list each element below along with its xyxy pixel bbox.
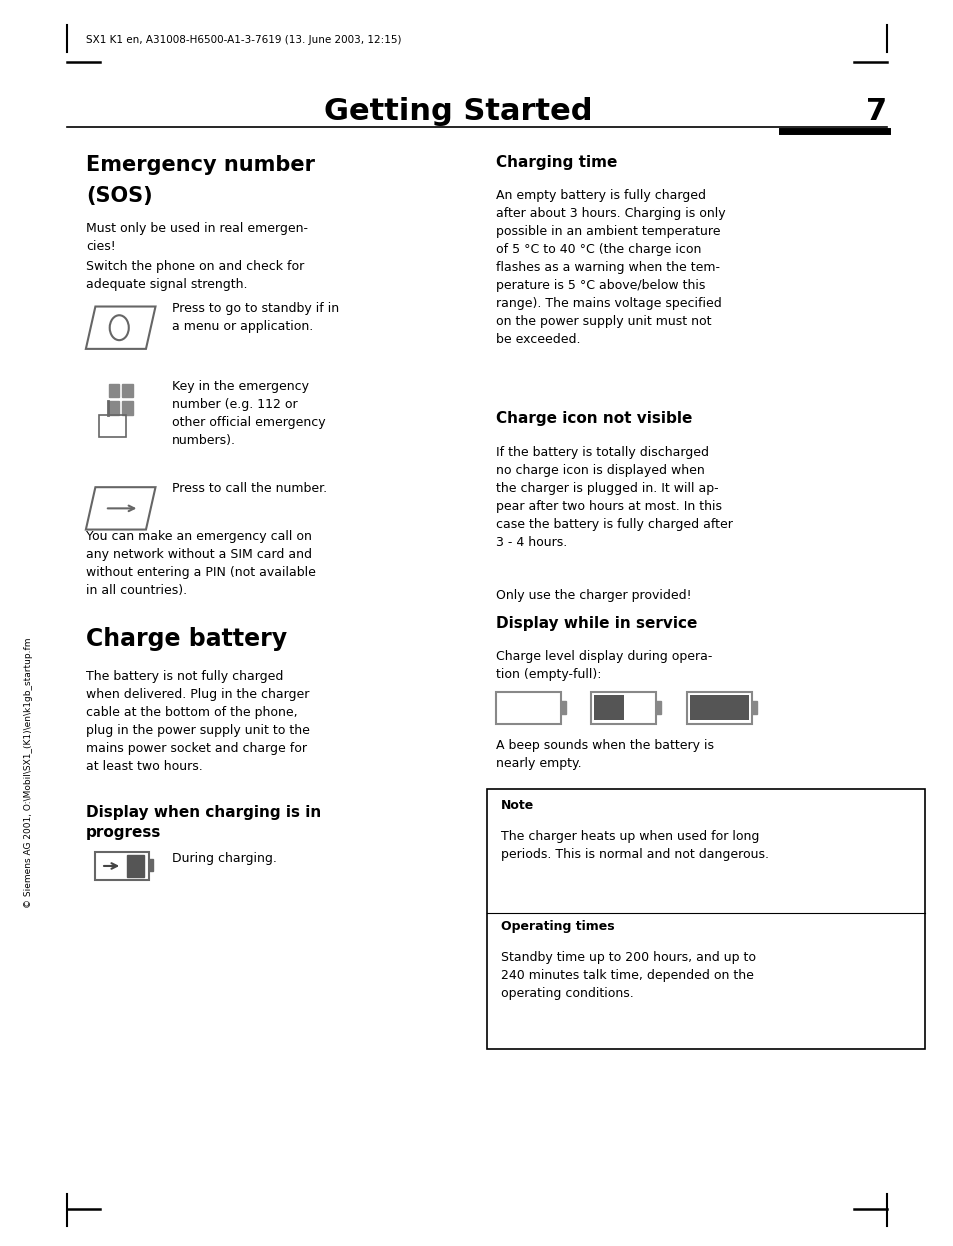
Text: Operating times: Operating times [500,920,614,932]
Text: Must only be used in real emergen-
cies!: Must only be used in real emergen- cies! [86,222,308,253]
Bar [127,855,144,877]
Text: Standby time up to 200 hours, and up to
240 minutes talk time, depended on the
o: Standby time up to 200 hours, and up to … [500,951,755,999]
Text: 7: 7 [865,97,886,126]
Bar [686,692,751,724]
Text: Charge level display during opera-
tion (empty-full):: Charge level display during opera- tion … [496,650,712,682]
Text: Charging time: Charging time [496,155,617,169]
Text: During charging.: During charging. [172,852,276,865]
Text: An empty battery is fully charged
after about 3 hours. Charging is only
possible: An empty battery is fully charged after … [496,189,725,346]
Text: Charge battery: Charge battery [86,627,287,650]
Text: (SOS): (SOS) [86,186,152,206]
Text: If the battery is totally discharged
no charge icon is displayed when
the charge: If the battery is totally discharged no … [496,446,732,549]
Text: Note: Note [500,799,534,811]
Bar [751,701,756,714]
Text: The charger heats up when used for long
periods. This is normal and not dangerou: The charger heats up when used for long … [500,830,768,861]
Text: Switch the phone on and check for
adequate signal strength.: Switch the phone on and check for adequa… [86,260,304,292]
Bar [486,789,924,1049]
Bar [122,401,132,415]
Bar [689,695,748,720]
Bar [122,384,132,397]
Bar [109,401,119,415]
Bar [95,852,149,880]
Bar [656,701,660,714]
Text: © Siemens AG 2001, O:\Mobil\SX1_(K1)\en\k1gb_startup.fm: © Siemens AG 2001, O:\Mobil\SX1_(K1)\en\… [24,637,33,908]
Text: SX1 K1 en, A31008-H6500-A1-3-7619 (13. June 2003, 12:15): SX1 K1 en, A31008-H6500-A1-3-7619 (13. J… [86,35,401,45]
Text: The battery is not fully charged
when delivered. Plug in the charger
cable at th: The battery is not fully charged when de… [86,670,310,774]
Bar [560,701,565,714]
Bar [99,415,126,437]
Text: Emergency number: Emergency number [86,155,314,174]
Bar [594,695,623,720]
Bar [496,692,560,724]
Text: Only use the charger provided!: Only use the charger provided! [496,589,691,602]
Bar [109,384,119,397]
Bar [149,858,152,871]
Text: Charge icon not visible: Charge icon not visible [496,411,692,426]
Text: Display while in service: Display while in service [496,616,697,630]
Text: You can make an emergency call on
any network without a SIM card and
without ent: You can make an emergency call on any ne… [86,530,315,597]
Text: A beep sounds when the battery is
nearly empty.: A beep sounds when the battery is nearly… [496,739,714,770]
Bar [591,692,656,724]
Text: Key in the emergency
number (e.g. 112 or
other official emergency
numbers).: Key in the emergency number (e.g. 112 or… [172,380,325,447]
Text: Getting Started: Getting Started [323,97,592,126]
Text: Display when charging is in
progress: Display when charging is in progress [86,805,321,840]
Text: Press to go to standby if in
a menu or application.: Press to go to standby if in a menu or a… [172,302,338,333]
Text: Press to call the number.: Press to call the number. [172,482,327,495]
